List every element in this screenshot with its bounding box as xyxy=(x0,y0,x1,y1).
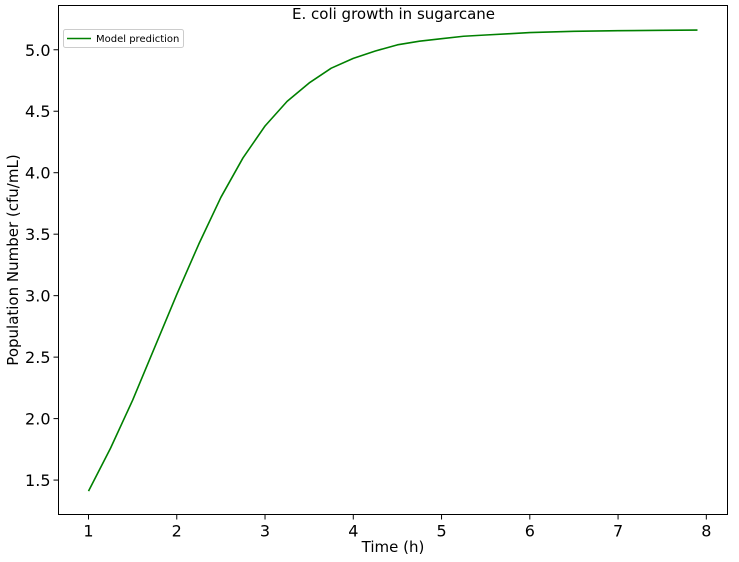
y-axis-label: Population Number (cfu/mL) xyxy=(4,154,22,365)
plot-area xyxy=(87,29,698,492)
x-tick-label: 1 xyxy=(83,522,93,541)
y-tick-label: 2.0 xyxy=(25,410,50,429)
y-tick-label: 3.5 xyxy=(25,225,50,244)
x-tick-label: 4 xyxy=(348,522,358,541)
axes-frame xyxy=(58,5,728,515)
y-tick-label: 1.5 xyxy=(25,471,50,490)
y-tick-label: 5.0 xyxy=(25,41,50,60)
x-axis-label: Time (h) xyxy=(361,538,425,556)
x-tick-label: 2 xyxy=(172,522,182,541)
x-tick-label: 5 xyxy=(436,522,446,541)
legend-box xyxy=(63,29,184,48)
x-tick-label: 8 xyxy=(701,522,711,541)
y-tick-label: 4.5 xyxy=(25,102,50,121)
chart-title: E. coli growth in sugarcane xyxy=(292,5,495,23)
x-tick-label: 3 xyxy=(260,522,270,541)
legend-entry-label: Model prediction xyxy=(96,34,179,45)
y-axis: 1.5 2.0 2.5 3.0 3.5 4.0 4.5 5.0 xyxy=(25,41,59,490)
y-tick-label: 2.5 xyxy=(25,348,50,367)
series-line-0 xyxy=(87,29,698,492)
y-tick-label: 4.0 xyxy=(25,164,50,183)
x-tick-label: 6 xyxy=(525,522,535,541)
x-tick-label: 7 xyxy=(613,522,623,541)
y-tick-label: 3.0 xyxy=(25,287,50,306)
legend: Model prediction xyxy=(63,29,184,48)
x-axis: 1 2 3 4 5 6 7 8 xyxy=(83,514,711,541)
